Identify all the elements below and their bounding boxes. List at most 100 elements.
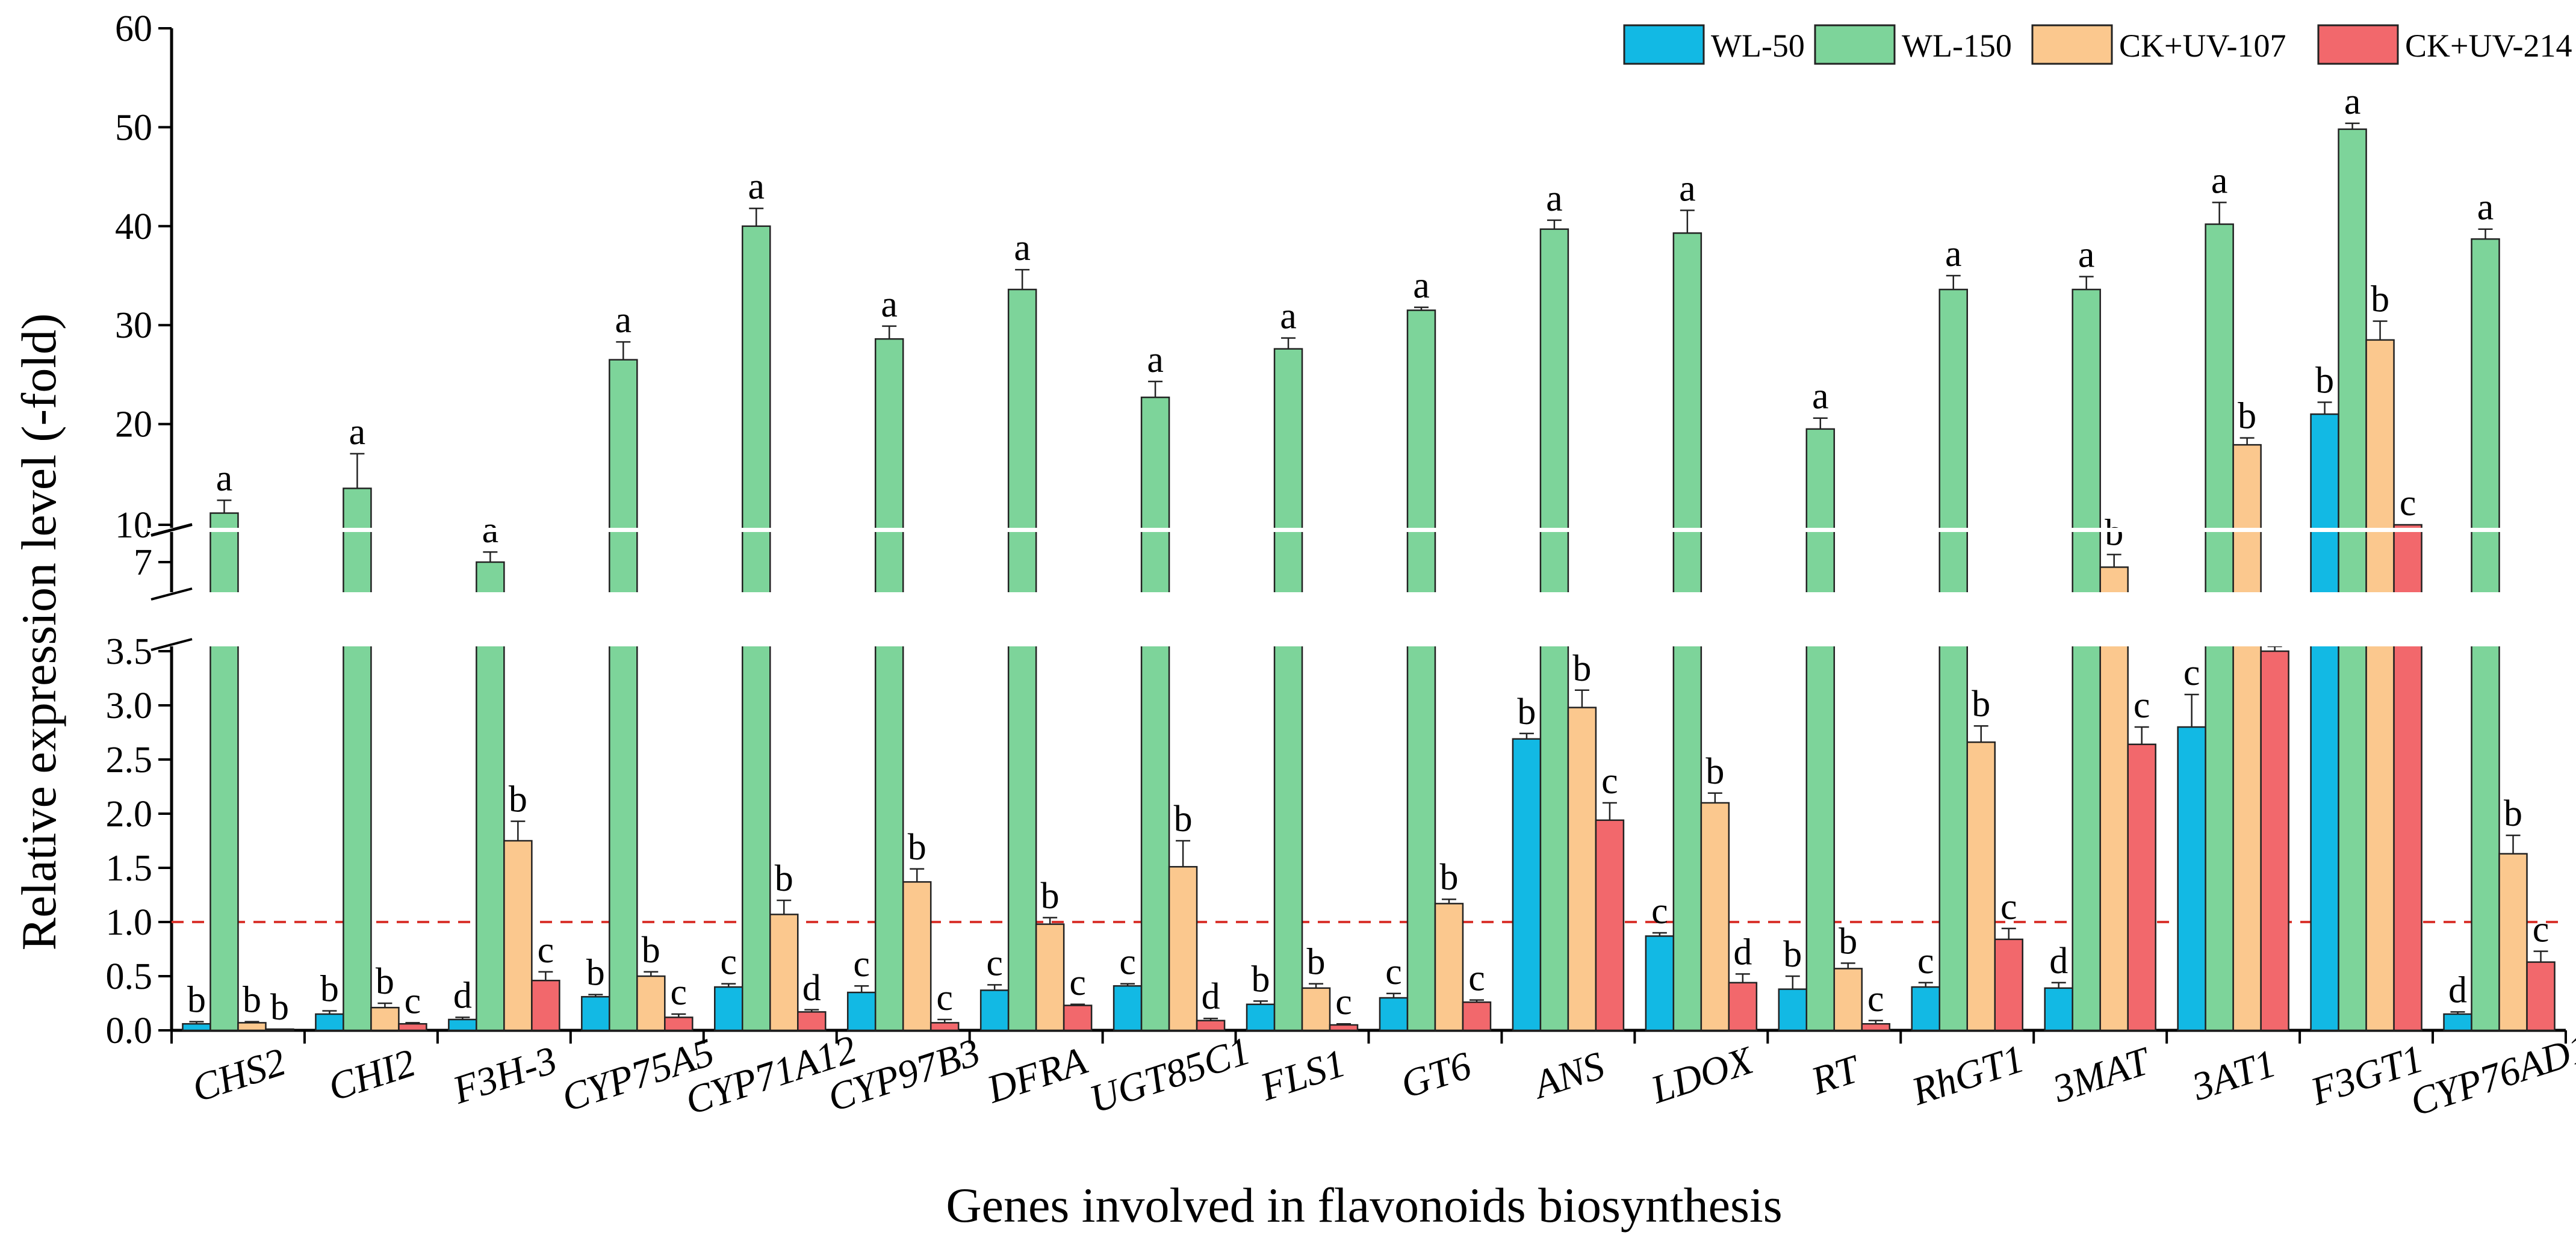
- bar: [1805, 428, 1836, 1032]
- significance-letter: b: [270, 987, 289, 1028]
- bar: [2498, 853, 2528, 1032]
- significance-letter: b: [1174, 799, 1193, 840]
- gene-label: DFRA: [981, 1039, 1093, 1112]
- legend-label: CK+UV-107: [2119, 28, 2286, 64]
- significance-letter: b: [1252, 959, 1270, 1000]
- bar: [2443, 1013, 2472, 1032]
- significance-letter: b: [1307, 942, 1326, 983]
- bar: [182, 1023, 211, 1032]
- y-tick-label: 2.5: [106, 740, 153, 781]
- legend-swatch: [2317, 24, 2399, 65]
- bar: [636, 975, 666, 1032]
- significance-letter: c: [1867, 979, 1884, 1020]
- significance-letter: c: [538, 930, 554, 971]
- bar: [531, 979, 560, 1032]
- gene-label: CHS2: [187, 1039, 291, 1110]
- significance-letter: c: [2183, 652, 2200, 693]
- legend-swatch: [1623, 24, 1705, 65]
- significance-letter: a: [1280, 296, 1297, 337]
- bar: [343, 487, 372, 1032]
- bar: [1462, 1001, 1492, 1032]
- bar: [1861, 1023, 1891, 1032]
- bar: [979, 989, 1010, 1032]
- bar: [2072, 288, 2101, 1032]
- bar: [902, 881, 932, 1032]
- legend-label: WL-50: [1711, 28, 1805, 64]
- significance-letter: c: [405, 980, 421, 1021]
- y-tick-label: 3.5: [106, 631, 153, 672]
- gene-label: CHI2: [323, 1041, 421, 1110]
- axis-breaks: [147, 523, 2569, 651]
- bar: [1379, 997, 1409, 1032]
- gene-label: LDOX: [1645, 1038, 1760, 1112]
- axes: 0.0 0.5 1.0 1.5 2.0 2.5 3.0 3.5 710 20 30 40 50 60: [106, 8, 2567, 1051]
- significance-letter: c: [1468, 958, 1485, 999]
- significance-letter: b: [1839, 921, 1857, 962]
- y-tick-label: 0.0: [106, 1010, 153, 1051]
- significance-letter: b: [586, 953, 605, 994]
- significance-letter: a: [2211, 160, 2228, 201]
- bar: [209, 512, 239, 1032]
- axis-break-band: [147, 592, 2569, 646]
- significance-letter: c: [2400, 483, 2416, 524]
- significance-letter: c: [1335, 982, 1352, 1023]
- significance-letter: b: [775, 858, 793, 899]
- gene-label: CYP76AD1: [2405, 1026, 2576, 1125]
- y-tick-label: 0.5: [106, 956, 153, 997]
- y-tick-label: 1.0: [106, 902, 153, 943]
- y-axis-title: Relative expression level (-fold): [11, 314, 66, 951]
- significance-letter: b: [509, 779, 527, 820]
- bar: [1512, 738, 1542, 1032]
- significance-letter: c: [1917, 941, 1934, 982]
- y-tick-label: 40: [115, 206, 152, 247]
- y-tick-label: 20: [115, 404, 152, 445]
- axis-break-band: [147, 528, 2569, 532]
- significance-letter: b: [243, 980, 261, 1021]
- legend-swatch: [1814, 24, 1896, 65]
- bar: [874, 338, 904, 1032]
- bar: [2127, 743, 2156, 1032]
- axis-break-mark: [151, 524, 193, 537]
- significance-letter: b: [908, 827, 926, 868]
- significance-letter: a: [1147, 339, 1164, 380]
- y-tick-label: 3.0: [106, 685, 153, 726]
- significance-letter: a: [2078, 235, 2095, 276]
- bar: [1434, 903, 1464, 1032]
- significance-letter: b: [1572, 648, 1591, 689]
- bar: [2044, 987, 2073, 1032]
- legend-swatch: [2031, 24, 2113, 65]
- bar: [1007, 288, 1037, 1032]
- significance-letter: b: [2238, 396, 2256, 437]
- bar: [1595, 819, 1625, 1032]
- bar: [1168, 865, 1198, 1032]
- bar: [2338, 128, 2367, 1032]
- bar: [797, 1011, 827, 1032]
- bar: [1246, 1003, 1276, 1032]
- significance-letter: a: [1812, 376, 1829, 417]
- gene-label: ANS: [1526, 1044, 1609, 1108]
- significance-letter: b: [2315, 360, 2334, 401]
- significance-letter: b: [376, 961, 394, 1002]
- significance-letter: a: [1945, 234, 1962, 274]
- bar: [769, 914, 799, 1032]
- significance-letter: c: [2134, 685, 2150, 726]
- gene-label: GT6: [1395, 1044, 1476, 1107]
- bar: [1833, 968, 1863, 1032]
- bar: [1645, 935, 1675, 1032]
- gene-label: FLS1: [1255, 1041, 1351, 1110]
- significance-letter: b: [1783, 934, 1802, 975]
- bar: [664, 1016, 694, 1032]
- significance-letter: c: [720, 942, 737, 983]
- significance-letter: b: [1517, 692, 1536, 732]
- y-tick-label: 30: [115, 305, 152, 346]
- bar: [2365, 339, 2395, 1032]
- legend-label: CK+UV-214: [2405, 28, 2572, 64]
- bar: [448, 1018, 477, 1032]
- significance-letter: b: [2105, 512, 2123, 553]
- gene-label: 3MAT: [2047, 1038, 2157, 1111]
- significance-letter: d: [2448, 970, 2467, 1010]
- bar: [2310, 413, 2339, 1032]
- legend-label: WL-150: [1902, 28, 2012, 64]
- significance-letter: a: [1679, 168, 1696, 209]
- significance-letter: a: [2477, 187, 2494, 228]
